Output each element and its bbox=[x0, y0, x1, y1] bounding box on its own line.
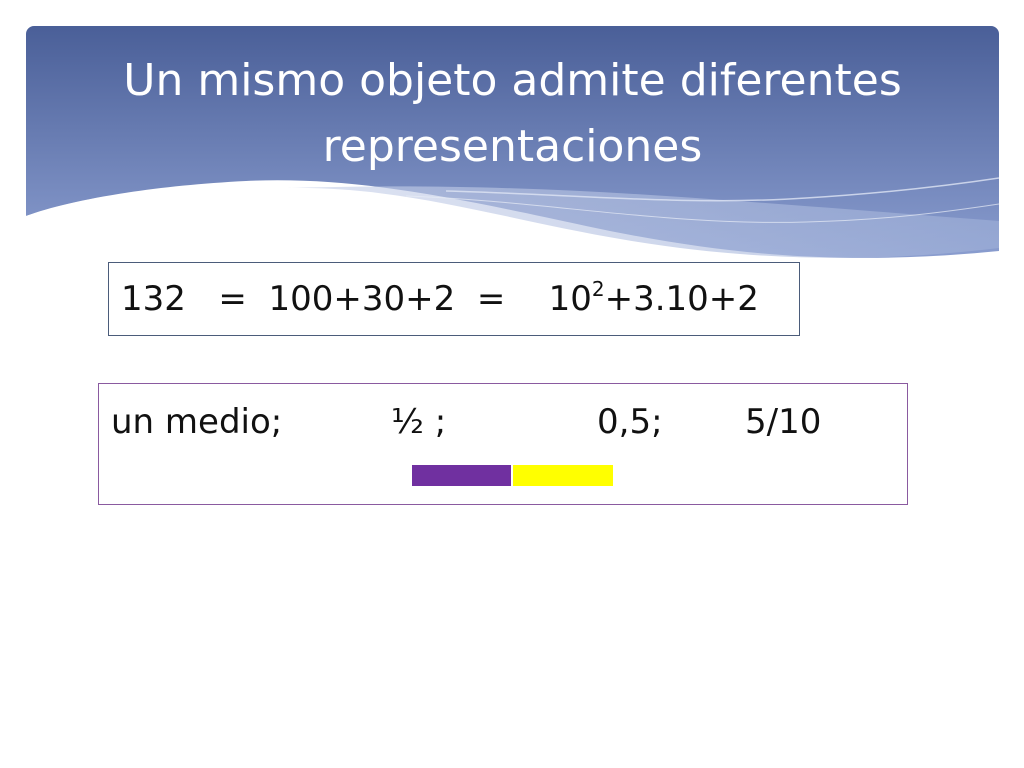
title-line-2: representaciones bbox=[322, 121, 703, 172]
term-132: 132 bbox=[121, 279, 186, 319]
equals-sign-1: = bbox=[218, 279, 247, 319]
term-sum: 100+30+2 bbox=[268, 279, 456, 319]
term-power-rest: +3.10+2 bbox=[604, 279, 759, 319]
numbers-box: 132 = 100+30+2 = 102+3.10+2 bbox=[108, 262, 800, 336]
term-power-base: 10 bbox=[548, 279, 592, 319]
fractions-box: un medio; ½ ; 0,5; 5/10 bbox=[98, 383, 908, 505]
fraction-symbol: ½ ; bbox=[391, 402, 447, 442]
number-expression: 132 = 100+30+2 = 102+3.10+2 bbox=[121, 279, 759, 319]
banner-wave-graphic bbox=[26, 26, 999, 286]
half-bar-segment-other-half bbox=[513, 465, 613, 486]
fraction-decimal: 0,5; bbox=[597, 402, 663, 442]
fraction-tenths: 5/10 bbox=[745, 402, 822, 442]
term-power-exponent: 2 bbox=[591, 277, 605, 301]
title-banner bbox=[26, 26, 999, 286]
slide-title: Un mismo objeto admite diferentes repres… bbox=[26, 48, 999, 180]
title-line-1: Un mismo objeto admite diferentes bbox=[123, 55, 902, 106]
fraction-words: un medio; bbox=[111, 402, 283, 442]
half-bar-segment-filled-half bbox=[412, 465, 511, 486]
equals-sign-2: = bbox=[476, 279, 506, 319]
